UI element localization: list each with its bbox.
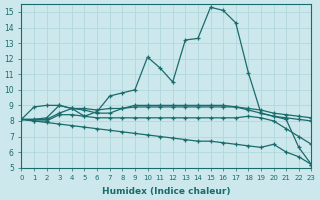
X-axis label: Humidex (Indice chaleur): Humidex (Indice chaleur) (102, 187, 231, 196)
